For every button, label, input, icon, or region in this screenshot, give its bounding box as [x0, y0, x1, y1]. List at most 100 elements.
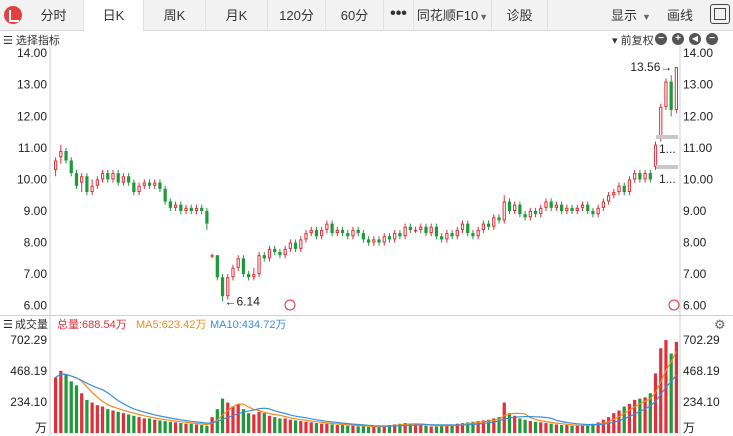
- volume-bar: [325, 423, 329, 433]
- volume-bar: [366, 427, 371, 433]
- tab-weekly-k[interactable]: 周K: [144, 0, 206, 31]
- tab-intraday[interactable]: 分时: [24, 0, 84, 31]
- price-tick-left: 11.00: [18, 141, 47, 155]
- tab-120-min[interactable]: 120分: [268, 0, 326, 31]
- more-button[interactable]: •••: [384, 0, 414, 31]
- volume-bar: [580, 425, 585, 433]
- candle-body-down: [278, 252, 282, 256]
- volume-bar: [398, 423, 402, 433]
- candle-body-up: [393, 233, 397, 240]
- chevron-down-icon: ▼: [642, 12, 651, 22]
- volume-bar: [382, 425, 386, 433]
- candle-body-up: [194, 207, 199, 211]
- candle-body-down: [591, 210, 595, 215]
- volume-bar: [106, 409, 110, 433]
- volume-bar: [241, 409, 246, 433]
- candle-body-up: [184, 207, 188, 211]
- candle-body-down: [424, 226, 428, 234]
- candle-body-down: [69, 160, 73, 174]
- candle-body-down: [518, 204, 522, 215]
- volume-bar: [74, 385, 79, 433]
- candle-body-down: [533, 210, 538, 215]
- volume-bar: [262, 413, 266, 433]
- candle-body-down: [241, 258, 246, 275]
- draw-line-button[interactable]: 画线: [667, 8, 694, 23]
- select-indicator-dropdown[interactable]: ☰ 选择指标: [3, 32, 60, 48]
- volume-bar: [586, 424, 590, 433]
- tab-monthly-k[interactable]: 月K: [206, 0, 268, 31]
- candle-body-down: [189, 207, 193, 211]
- volume-bar: [320, 423, 324, 433]
- candle-body-up: [299, 239, 303, 249]
- volume-bar: [205, 425, 209, 433]
- candle-body-down: [163, 188, 167, 202]
- volume-bar: [445, 425, 449, 433]
- tab-daily-k[interactable]: 日K: [84, 0, 144, 31]
- volume-bar: [85, 399, 89, 433]
- move-left-icon[interactable]: ◀: [689, 33, 701, 45]
- price-tick-right: 8.00: [683, 236, 707, 250]
- candle-body-down: [168, 201, 172, 208]
- adjust-dropdown[interactable]: ▾ 前复权: [612, 32, 654, 48]
- volume-collapse-icon[interactable]: ☰: [3, 319, 13, 331]
- zoom-in-icon[interactable]: +: [672, 33, 684, 45]
- volume-ma10-line: [55, 373, 677, 427]
- candle-body-up: [80, 176, 84, 183]
- candle-body-down: [366, 239, 371, 243]
- volume-unit-right: 万: [683, 421, 695, 435]
- candle-body-down: [205, 210, 209, 224]
- zoom-out-icon[interactable]: −: [655, 33, 667, 45]
- volume-bar: [617, 410, 621, 433]
- candle-body-up: [137, 185, 141, 193]
- volume-bar: [168, 421, 172, 433]
- candle-body-up: [481, 223, 485, 230]
- candle-body-up: [403, 226, 407, 237]
- volume-bar: [59, 370, 63, 433]
- price-tick-left: 7.00: [24, 267, 48, 281]
- candle-body-down: [560, 204, 564, 211]
- volume-bar: [560, 425, 564, 433]
- volume-ma10: MA10:434.72万: [210, 319, 287, 331]
- volume-bar: [184, 423, 188, 433]
- candle-body-up: [617, 185, 621, 193]
- volume-bar: [403, 423, 407, 433]
- candle-body-up: [476, 229, 480, 237]
- plugin-dropdown[interactable]: 同花顺F10▼: [414, 0, 492, 31]
- price-tick-right: 14.00: [683, 46, 713, 60]
- candle-body-up: [236, 258, 240, 268]
- candle-body-up: [111, 173, 115, 180]
- volume-bar: [523, 419, 527, 433]
- candle-body-up: [288, 242, 292, 249]
- volume-bar: [476, 421, 480, 433]
- diagnose-button[interactable]: 诊股: [492, 0, 548, 31]
- candle-body-up: [90, 185, 94, 193]
- candle-body-down: [356, 229, 360, 234]
- volume-bar: [596, 422, 600, 433]
- candle-body-up: [309, 229, 313, 234]
- window-mode-icon[interactable]: [710, 4, 730, 24]
- gear-icon[interactable]: ⚙: [714, 317, 726, 332]
- candle-body-down: [622, 185, 626, 193]
- volume-tick-right: 468.19: [683, 364, 720, 378]
- marker-bar: [656, 165, 678, 169]
- minimize-panel-icon[interactable]: −: [706, 33, 718, 45]
- volume-bar: [460, 423, 465, 433]
- display-dropdown[interactable]: 显示 ▼: [611, 0, 651, 31]
- volume-bar: [273, 417, 277, 433]
- candle-body-up: [173, 204, 178, 208]
- candle-body-down: [293, 242, 298, 249]
- candle-body-up: [429, 226, 433, 234]
- marker-label: 1...: [659, 142, 676, 156]
- tab-60-min[interactable]: 60分: [326, 0, 384, 31]
- candle-body-up: [502, 201, 506, 221]
- candle-body-down: [398, 233, 402, 237]
- volume-bar: [450, 424, 454, 433]
- volume-bar: [471, 421, 475, 433]
- price-tick-right: 12.00: [683, 109, 713, 123]
- volume-bar: [299, 421, 303, 433]
- candle-body-up: [372, 239, 376, 243]
- candle-body-down: [408, 226, 412, 230]
- volume-tick-left: 468.19: [10, 364, 47, 378]
- volume-bar: [137, 417, 141, 433]
- volume-bar: [492, 418, 496, 433]
